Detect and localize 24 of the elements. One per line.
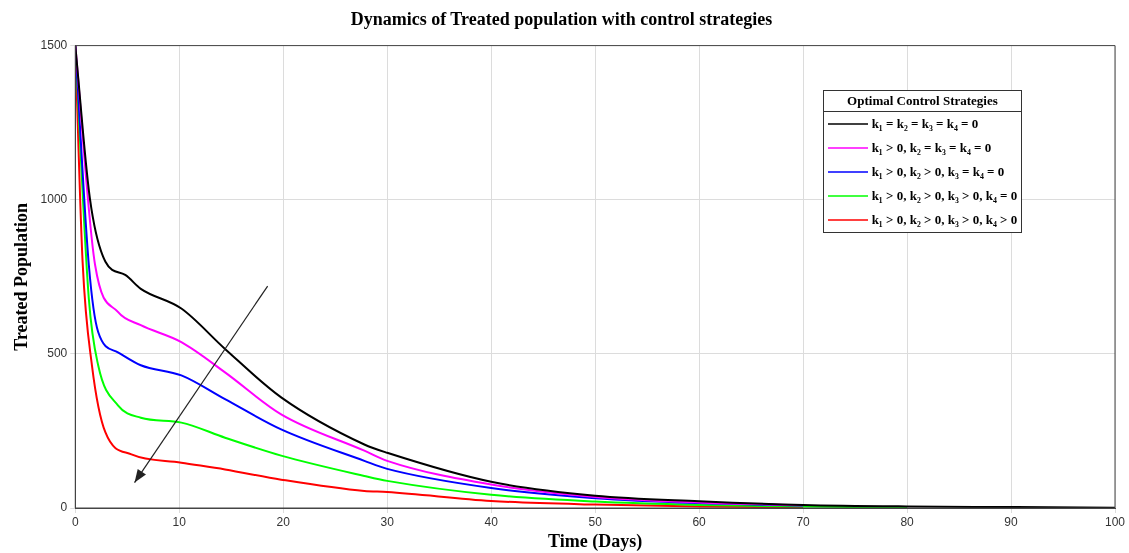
x-tick-label: 0 <box>71 514 79 529</box>
x-tick-label: 30 <box>380 514 395 529</box>
chart-title: Dynamics of Treated population with control strategies <box>350 9 773 30</box>
legend-title: Optimal Control Strategies <box>846 91 999 110</box>
x-tick-label: 10 <box>172 514 187 529</box>
y-tick-label: 500 <box>47 346 68 361</box>
x-tick-label: 50 <box>588 514 603 529</box>
legend-label: k₁ > 0, k₂ > 0, k₃ > 0, k₄ = 0 <box>871 187 1018 204</box>
x-tick-label: 70 <box>796 514 811 529</box>
x-tick-label: 80 <box>900 514 915 529</box>
y-tick-label: 0 <box>60 500 68 515</box>
x-tick-label: 60 <box>692 514 707 529</box>
legend-label: k₁ > 0, k₂ > 0, k₃ > 0, k₄ > 0 <box>871 211 1018 228</box>
legend-label: k₁ > 0, k₂ = k₃ = k₄ = 0 <box>871 139 992 156</box>
x-tick-label: 20 <box>276 514 291 529</box>
y-axis-title: Treated Population <box>11 202 32 351</box>
x-tick-label: 100 <box>1104 514 1126 529</box>
x-tick-label: 40 <box>484 514 499 529</box>
y-tick-label: 1500 <box>40 37 68 52</box>
x-tick-label: 90 <box>1004 514 1019 529</box>
legend-label: k₁ = k₂ = k₃ = k₄ = 0 <box>871 115 979 132</box>
legend-label: k₁ > 0, k₂ > 0, k₃ = k₄ = 0 <box>871 163 1005 180</box>
x-axis-title: Time (Days) <box>548 530 643 552</box>
y-tick-label: 1000 <box>40 192 68 207</box>
